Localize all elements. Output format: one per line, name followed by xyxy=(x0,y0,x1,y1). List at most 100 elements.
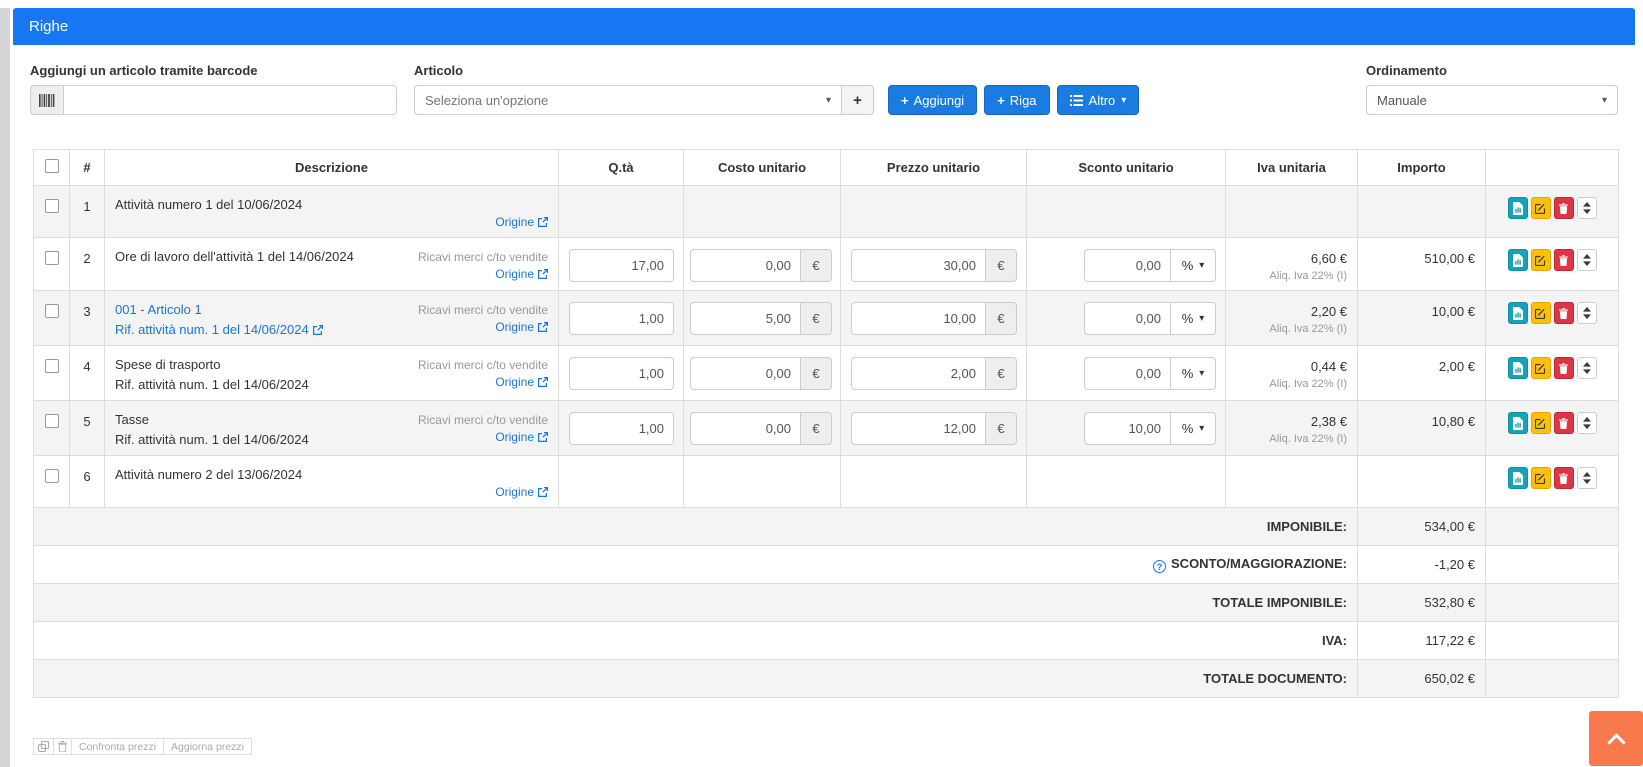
altro-dropdown-button[interactable]: Altro ▾ xyxy=(1056,85,1140,115)
back-to-top-button[interactable] xyxy=(1589,711,1643,766)
sconto-unitario-input[interactable] xyxy=(1084,249,1170,282)
help-icon[interactable]: ? xyxy=(1153,560,1167,574)
sconto-unit-dropdown[interactable]: % ▾ xyxy=(1170,302,1216,335)
trash-icon xyxy=(58,741,67,752)
costo-unitario-input[interactable] xyxy=(690,357,800,390)
row-sort-handle[interactable] xyxy=(1576,357,1597,379)
row-delete-button[interactable] xyxy=(1553,249,1574,271)
row-document-button[interactable] xyxy=(1507,357,1528,379)
row-number: 1 xyxy=(69,185,105,238)
row-delete-button[interactable] xyxy=(1553,302,1574,324)
row-document-button[interactable] xyxy=(1507,412,1528,434)
origine-link[interactable]: Origine xyxy=(495,375,548,389)
trash-icon xyxy=(1559,362,1568,374)
row-checkbox[interactable] xyxy=(44,304,59,318)
origine-link[interactable]: Origine xyxy=(495,485,548,499)
row-document-button[interactable] xyxy=(1507,467,1528,489)
ordinamento-select[interactable]: Manuale ▾ xyxy=(1366,85,1618,115)
row-edit-button[interactable] xyxy=(1530,467,1551,489)
row-title: Attività numero 1 del 10/06/2024 xyxy=(115,197,303,212)
row-account xyxy=(378,467,548,483)
duplicate-rows-button[interactable] xyxy=(33,738,54,755)
ordinamento-select-value: Manuale xyxy=(1377,92,1427,108)
iva-aliquota-note: Aliq. Iva 22% (I) xyxy=(1269,378,1347,390)
origine-link[interactable]: Origine xyxy=(495,430,548,444)
add-article-button[interactable]: + xyxy=(842,85,874,115)
qta-input[interactable] xyxy=(569,302,674,335)
row-document-button[interactable] xyxy=(1507,197,1528,219)
prezzo-unitario-input[interactable] xyxy=(851,412,985,445)
row-sort-handle[interactable] xyxy=(1576,467,1597,489)
row-account: Ricavi merci c/to vendite xyxy=(417,303,548,317)
origine-link[interactable]: Origine xyxy=(495,320,548,334)
prezzo-unitario-input[interactable] xyxy=(851,357,985,390)
row-checkbox[interactable] xyxy=(44,414,59,428)
select-all-checkbox[interactable] xyxy=(44,159,59,173)
costo-unitario-input[interactable] xyxy=(690,412,800,445)
qta-input[interactable] xyxy=(569,412,674,445)
file-invoice-icon xyxy=(1512,306,1523,320)
row-sort-handle[interactable] xyxy=(1576,302,1597,324)
header-sconto: Sconto unitario xyxy=(1026,149,1226,186)
row-edit-button[interactable] xyxy=(1530,197,1551,219)
delete-rows-button[interactable] xyxy=(53,738,72,755)
row-sort-handle[interactable] xyxy=(1576,197,1597,219)
row-checkbox[interactable] xyxy=(44,199,59,213)
aggiorna-prezzi-button[interactable]: Aggiorna prezzi xyxy=(163,738,253,755)
iva-unitaria-value: 2,20 € xyxy=(1310,304,1347,319)
trash-icon xyxy=(1559,472,1568,484)
trash-icon xyxy=(1559,202,1568,214)
external-link-icon xyxy=(538,487,548,497)
aggiungi-button[interactable]: + Aggiungi xyxy=(888,85,978,115)
origine-link[interactable]: Origine xyxy=(495,215,548,229)
articolo-select[interactable]: Seleziona un'opzione ▾ xyxy=(414,85,842,115)
row-delete-button[interactable] xyxy=(1553,357,1574,379)
row-edit-button[interactable] xyxy=(1530,357,1551,379)
total-value: -1,20 € xyxy=(1357,545,1486,584)
external-link-icon xyxy=(312,325,323,335)
row-delete-button[interactable] xyxy=(1553,197,1574,219)
prezzo-unitario-input[interactable] xyxy=(851,302,985,335)
prezzo-unitario-input[interactable] xyxy=(851,249,985,282)
euro-unit-addon: € xyxy=(800,357,832,390)
qta-input[interactable] xyxy=(569,357,674,390)
euro-unit-addon: € xyxy=(800,302,832,335)
sconto-unit-dropdown[interactable]: % ▾ xyxy=(1170,357,1216,390)
file-invoice-icon xyxy=(1512,253,1523,267)
row-delete-button[interactable] xyxy=(1553,412,1574,434)
confronta-prezzi-button[interactable]: Confronta prezzi xyxy=(71,738,165,755)
origine-link[interactable]: Origine xyxy=(495,267,548,281)
barcode-input[interactable] xyxy=(63,85,397,115)
row-title: Tasse xyxy=(115,412,149,427)
row-document-button[interactable] xyxy=(1507,302,1528,324)
costo-unitario-input[interactable] xyxy=(690,249,800,282)
row-edit-button[interactable] xyxy=(1530,412,1551,434)
row-delete-button[interactable] xyxy=(1553,467,1574,489)
sconto-unit-dropdown[interactable]: % ▾ xyxy=(1170,412,1216,445)
sort-arrows-icon xyxy=(1582,472,1591,484)
qta-input[interactable] xyxy=(569,249,674,282)
row-subtitle[interactable]: Rif. attività num. 1 del 14/06/2024 xyxy=(115,322,378,337)
row-edit-button[interactable] xyxy=(1530,302,1551,324)
costo-unitario-input[interactable] xyxy=(690,302,800,335)
row-edit-button[interactable] xyxy=(1530,249,1551,271)
sconto-unit-dropdown[interactable]: % ▾ xyxy=(1170,249,1216,282)
row-sort-handle[interactable] xyxy=(1576,249,1597,271)
copy-icon xyxy=(38,741,49,752)
row-checkbox[interactable] xyxy=(44,359,59,373)
riga-button[interactable]: + Riga xyxy=(984,85,1050,115)
row-title[interactable]: 001 - Articolo 1 xyxy=(115,302,202,317)
iva-unitaria-value: 6,60 € xyxy=(1310,251,1347,266)
row-checkbox[interactable] xyxy=(44,251,59,265)
row-checkbox[interactable] xyxy=(44,469,59,483)
ordinamento-group: Ordinamento Manuale ▾ xyxy=(1366,63,1618,115)
row-sort-handle[interactable] xyxy=(1576,412,1597,434)
iva-aliquota-note: Aliq. Iva 22% (I) xyxy=(1269,433,1347,445)
total-label: TOTALE DOCUMENTO: xyxy=(1203,671,1347,686)
sconto-unitario-input[interactable] xyxy=(1084,412,1170,445)
sconto-unitario-input[interactable] xyxy=(1084,302,1170,335)
chevron-up-icon xyxy=(1606,732,1626,752)
list-icon xyxy=(1069,94,1083,106)
sconto-unitario-input[interactable] xyxy=(1084,357,1170,390)
row-document-button[interactable] xyxy=(1507,249,1528,271)
